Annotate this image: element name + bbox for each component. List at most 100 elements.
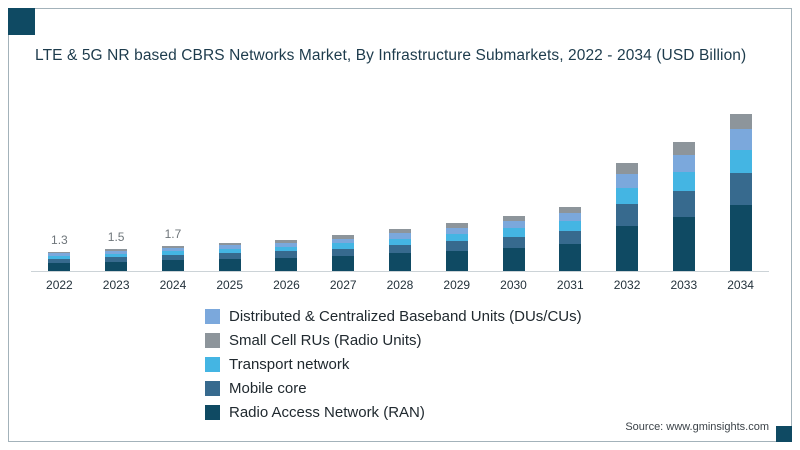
- corner-accent-top-left: [8, 8, 35, 35]
- bar-segment: [559, 243, 582, 271]
- bar-column-2028: [372, 101, 429, 271]
- chart-title: LTE & 5G NR based CBRS Networks Market, …: [35, 47, 747, 64]
- bar-segment: [105, 250, 128, 254]
- bar-segment: [729, 173, 752, 205]
- x-axis-label: 2030: [500, 278, 527, 292]
- bar-segment: [559, 230, 582, 244]
- bar-segment: [48, 253, 71, 256]
- bar-column-2031: [542, 101, 599, 271]
- bar-segment: [332, 235, 355, 239]
- bar-segment: [616, 225, 639, 271]
- bar-segment: [48, 251, 71, 254]
- bar-segment: [559, 212, 582, 222]
- x-axis-label: 2027: [329, 278, 357, 292]
- bar-segment: [388, 229, 411, 234]
- bar-column-2026: [258, 101, 315, 271]
- legend-item: Small Cell RUs (Radio Units): [205, 332, 582, 349]
- bar-segment: [275, 239, 298, 243]
- bar-segment: [672, 216, 695, 271]
- bar-segment: [729, 129, 752, 150]
- legend-label: Distributed & Centralized Baseband Units…: [229, 308, 582, 325]
- bar-segment: [502, 221, 525, 229]
- x-axis-label: 2033: [670, 278, 698, 292]
- bar-segment: [218, 249, 241, 254]
- bar-segment: [445, 227, 468, 235]
- bar-segment: [218, 253, 241, 259]
- x-axis-label: 2028: [386, 278, 414, 292]
- stacked-bar-2030: [502, 215, 525, 272]
- bar-segment: [48, 262, 71, 271]
- legend-swatch: [205, 357, 220, 372]
- stacked-bar-2025: [218, 242, 241, 272]
- bar-segment: [445, 241, 468, 251]
- plot-area: 1.3 1.5 1.7 2022 2023 2024 2025 2026 2027 2028 20…: [31, 101, 769, 292]
- bar-segment: [275, 246, 298, 252]
- bar-column-2023: 1.5: [88, 101, 145, 271]
- x-axis-label: 2029: [443, 278, 471, 292]
- x-axis-label: 2023: [102, 278, 130, 292]
- bar-segment: [48, 258, 71, 263]
- bar-segment: [445, 234, 468, 242]
- legend-item: Distributed & Centralized Baseband Units…: [205, 308, 582, 325]
- bar-value-label: 1.5: [107, 229, 125, 244]
- bar-segment: [275, 242, 298, 247]
- bar-column-2027: [315, 101, 372, 271]
- bar-segment: [388, 238, 411, 245]
- legend: Distributed & Centralized Baseband Units…: [205, 308, 582, 421]
- chart-frame: LTE & 5G NR based CBRS Networks Market, …: [8, 8, 792, 442]
- bar-segment: [275, 257, 298, 271]
- corner-accent-bottom-right: [776, 426, 792, 442]
- legend-swatch: [205, 381, 220, 396]
- stacked-bar-2029: [445, 223, 468, 271]
- x-axis-label: 2031: [556, 278, 584, 292]
- stacked-bar-2024: [161, 245, 184, 272]
- bar-column-2025: [201, 101, 258, 271]
- stacked-bar-2032: [616, 163, 639, 271]
- bar-segment: [105, 261, 128, 271]
- bar-column-2034: [712, 101, 769, 271]
- source-attribution: Source: www.gminsights.com: [625, 421, 769, 433]
- bar-segment: [332, 255, 355, 271]
- bar-segment: [161, 248, 184, 252]
- bar-segment: [616, 163, 639, 174]
- stacked-bar-2028: [388, 229, 411, 271]
- bar-segment: [445, 223, 468, 228]
- bar-segment: [218, 242, 241, 246]
- bar-segment: [672, 171, 695, 191]
- bar-segment: [105, 248, 128, 251]
- bar-segment: [502, 228, 525, 237]
- bar-segment: [502, 215, 525, 222]
- x-axis-labels: 2022 2023 2024 2025 2026 2027 2028 2029 2030 2031…: [31, 278, 769, 292]
- legend-item: Radio Access Network (RAN): [205, 404, 582, 421]
- bar-segment: [218, 259, 241, 271]
- stacked-bar-2033: [672, 142, 695, 271]
- bar-column-2030: [485, 101, 542, 271]
- bar-column-2029: [428, 101, 485, 271]
- bar-segment: [48, 255, 71, 259]
- bar-segment: [275, 251, 298, 258]
- bar-column-2032: [599, 101, 656, 271]
- bar-segment: [218, 245, 241, 250]
- bar-segment: [616, 187, 639, 205]
- bar-segment: [729, 149, 752, 174]
- bar-segment: [388, 233, 411, 239]
- bar-segment: [105, 253, 128, 258]
- legend-item: Mobile core: [205, 380, 582, 397]
- bar-segment: [332, 248, 355, 256]
- bar-column-2024: 1.7: [145, 101, 202, 271]
- bar-segment: [332, 243, 355, 249]
- stacked-bar-2027: [332, 235, 355, 271]
- bar-segment: [445, 250, 468, 271]
- bar-segment: [616, 173, 639, 188]
- x-axis-label: 2024: [159, 278, 187, 292]
- bar-segment: [332, 238, 355, 244]
- bar-value-label: 1.7: [164, 226, 182, 241]
- stacked-bar-2023: [105, 248, 128, 272]
- bar-segment: [388, 253, 411, 271]
- bar-segment: [161, 251, 184, 256]
- legend-label: Mobile core: [229, 380, 307, 397]
- legend-item: Transport network: [205, 356, 582, 373]
- bar-segment: [161, 245, 184, 249]
- x-axis-label: 2026: [273, 278, 300, 292]
- bar-segment: [502, 236, 525, 248]
